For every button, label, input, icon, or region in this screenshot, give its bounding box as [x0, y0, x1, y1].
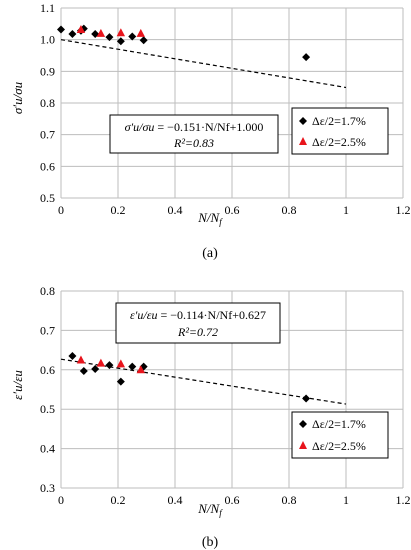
chart-b-grid: [60, 290, 404, 489]
chart-a-point-diamond: [128, 32, 137, 41]
chart-a-x-tick-label: 1.2: [396, 203, 411, 217]
chart-b-x-tick-label: 1: [343, 493, 349, 507]
chart-b-point-diamond: [116, 377, 125, 386]
chart-a-point-triangle: [136, 28, 145, 37]
chart-a-trendline: [60, 39, 347, 89]
chart-a-x-tick-label: 0.8: [282, 203, 297, 217]
chart-b-y-tick-labels: 0.3 0.4 0.5 0.6 0.7 0.8: [40, 284, 55, 495]
chart-a-y-tick-label: 0.5: [40, 191, 55, 205]
chart-a-legend-diamond-marker: [299, 117, 307, 125]
chart-b-x-tick-label: 0: [58, 493, 64, 507]
chart-a-x-tick-label: 0: [58, 203, 64, 217]
chart-a-y-axis-label: σ′u/σu: [10, 81, 25, 114]
chart-a-point-triangle: [76, 25, 86, 34]
chart-a-x-tick-labels: 0 0.2 0.4 0.6 0.8 1 1.2: [58, 203, 411, 217]
chart-b-point-diamond: [302, 394, 311, 403]
chart-b-x-tick-label: 0.2: [111, 493, 126, 507]
chart-a-equation-line1: σ′u/σu = −0.151·N/Nf+1.000: [125, 120, 264, 134]
chart-a-equation-line2: R²=0.83: [173, 136, 214, 150]
chart-b-x-axis-label: N/Nf: [197, 501, 223, 518]
chart-b-legend-diamond-marker: [299, 420, 307, 428]
chart-b-y-tick-label: 0.8: [40, 284, 55, 298]
chart-b-x-tick-label: 0.4: [168, 493, 183, 507]
chart-a-x-tick-label: 1: [343, 203, 349, 217]
chart-b-point-diamond: [105, 361, 114, 370]
chart-b-x-tick-label: 0.6: [225, 493, 240, 507]
chart-b-point-diamond: [79, 366, 88, 375]
chart-b-panel-label: (b): [202, 535, 219, 550]
chart-a-y-tick-label: 1.1: [40, 1, 55, 15]
chart-a-y-tick-labels: 0.5 0.6 0.7 0.8 0.9 1.0 1.1: [40, 1, 55, 205]
chart-b-equation-line2: R²=0.72: [177, 325, 218, 339]
chart-a-panel-label: (a): [202, 246, 218, 261]
chart-b-trendline: [60, 358, 347, 405]
chart-b-x-tick-label: 0.8: [282, 493, 297, 507]
chart-b-legend-label-1: Δε/2=1.7%: [312, 417, 366, 431]
chart-b-point-triangle: [76, 355, 86, 364]
chart-a-legend-label-1: Δε/2=1.7%: [312, 114, 366, 128]
chart-b-legend-box: [291, 411, 389, 459]
chart-b-y-axis-label: ε′u/εu: [10, 370, 25, 400]
chart-a-trendline-path: [60, 39, 347, 89]
chart-a-x-tick-label: 0.4: [168, 203, 183, 217]
chart-a-point-diamond: [68, 29, 77, 38]
chart-b-y-tick-label: 0.4: [40, 442, 55, 456]
chart-b-y-tick-label: 0.6: [40, 363, 55, 377]
chart-a-point-diamond: [105, 33, 114, 42]
chart-a-x-axis-label: N/Nf: [197, 210, 223, 227]
chart-a-y-tick-label: 0.6: [40, 159, 55, 173]
chart-b-point-triangle: [136, 365, 145, 374]
chart-b-legend-triangle-marker: [299, 441, 307, 449]
chart-a-point-diamond: [116, 37, 125, 46]
chart-b-equation-box: [115, 302, 281, 344]
chart-b-point-diamond: [91, 365, 100, 374]
chart-b-point-diamond: [128, 362, 137, 371]
chart-b-marks: [68, 352, 311, 403]
chart-b-x-tick-labels: 0 0.2 0.4 0.6 0.8 1 1.2: [58, 493, 411, 507]
chart-a-equation-box: [109, 114, 279, 154]
chart-a-point-diamond: [139, 36, 148, 45]
chart-a-marks: [57, 24, 311, 62]
chart-b-y-tick-label: 0.7: [40, 323, 55, 337]
chart-a-y-tick-label: 0.9: [40, 64, 55, 78]
chart-b-point-triangle: [96, 358, 106, 367]
chart-a-point-triangle: [96, 28, 106, 37]
chart-b-y-tick-label: 0.5: [40, 402, 55, 416]
chart-a-legend-label-2: Δε/2=2.5%: [312, 135, 366, 149]
chart-a-y-tick-label: 0.8: [40, 96, 55, 110]
chart-a-x-tick-label: 0.6: [225, 203, 240, 217]
chart-b-trendline-path: [60, 358, 347, 405]
chart-a-legend-box: [291, 107, 389, 155]
chart-b: 0.3 0.4 0.5 0.6 0.7 0.8 0 0.2 0.4 0.6 0.8 1 1.2 ε′u…: [10, 284, 411, 550]
chart-b-legend-label-2: Δε/2=2.5%: [312, 439, 366, 453]
chart-b-x-tick-label: 1.2: [396, 493, 411, 507]
chart-a-legend-triangle-marker: [299, 137, 307, 145]
chart-a-y-tick-label: 0.7: [40, 128, 55, 142]
chart-a-x-tick-label: 0.2: [111, 203, 126, 217]
chart-b-equation-line1: ε′u/εu = −0.114·N/Nf+0.627: [130, 308, 266, 322]
chart-a-point-diamond: [302, 53, 311, 62]
chart-a-point-triangle: [116, 28, 126, 37]
chart-a: 0.50.60.70.80.91.01.1 0 0.2 0.4 0.6 0.8 1 1.2 …: [10, 1, 411, 261]
chart-b-point-triangle: [116, 359, 126, 368]
chart-a-y-tick-label: 1.0: [40, 33, 55, 47]
chart-a-grid: [60, 7, 404, 199]
chart-b-point-diamond: [68, 352, 77, 361]
chart-a-point-diamond: [57, 25, 65, 34]
chart-b-y-tick-label: 0.3: [40, 481, 55, 495]
